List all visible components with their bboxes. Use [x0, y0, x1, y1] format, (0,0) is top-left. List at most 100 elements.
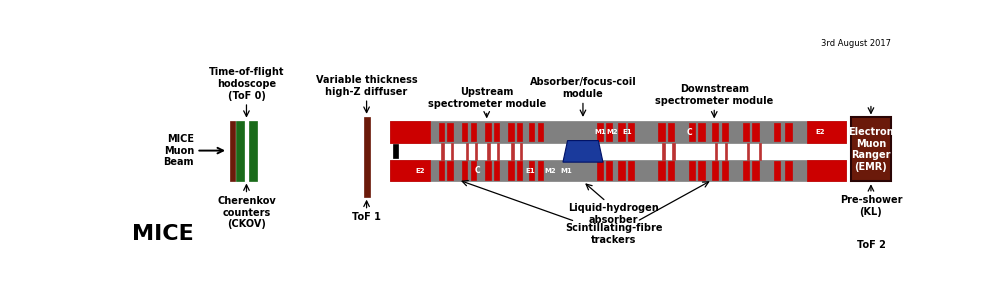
Text: M2: M2 — [606, 129, 618, 135]
Bar — [529, 161, 534, 180]
Bar — [476, 143, 478, 160]
Bar — [662, 143, 665, 160]
Bar — [442, 143, 444, 160]
Bar — [850, 118, 891, 181]
Text: C: C — [686, 128, 692, 137]
Bar — [537, 161, 543, 180]
Bar — [722, 123, 728, 141]
Bar — [699, 123, 705, 141]
Bar — [597, 161, 603, 180]
Text: Absorber/focus-coil
module: Absorber/focus-coil module — [529, 78, 636, 99]
Bar — [462, 123, 468, 141]
Text: ToF 2: ToF 2 — [856, 240, 885, 250]
Text: M1: M1 — [560, 168, 572, 174]
Bar — [628, 123, 634, 141]
Text: E1: E1 — [525, 168, 534, 174]
Bar — [722, 161, 728, 180]
Text: Scintillating-fibre
trackers: Scintillating-fibre trackers — [565, 223, 663, 245]
Text: Cherenkov
counters
(CKOV): Cherenkov counters (CKOV) — [217, 196, 276, 229]
Bar — [786, 161, 792, 180]
Text: Time-of-flight
hodoscope
(ToF 0): Time-of-flight hodoscope (ToF 0) — [208, 67, 284, 101]
Bar — [628, 161, 634, 180]
Bar — [448, 161, 453, 180]
Bar — [725, 143, 727, 160]
Bar — [364, 117, 370, 197]
Bar — [668, 161, 674, 180]
Bar — [229, 121, 235, 181]
Bar — [537, 123, 543, 141]
Bar — [618, 123, 624, 141]
Bar — [743, 161, 750, 180]
Bar — [497, 143, 499, 160]
Bar — [753, 123, 759, 141]
Text: Downstream
spectrometer module: Downstream spectrometer module — [655, 84, 774, 106]
Text: MICE
Muon
Beam: MICE Muon Beam — [164, 134, 194, 167]
Bar — [658, 123, 665, 141]
Bar — [516, 123, 522, 141]
Bar — [715, 143, 717, 160]
Bar — [712, 123, 719, 141]
Bar — [597, 123, 603, 141]
Text: E2: E2 — [816, 129, 825, 135]
Bar — [391, 121, 431, 143]
Text: M2: M2 — [544, 168, 555, 174]
Bar — [712, 161, 719, 180]
Text: E1: E1 — [623, 129, 632, 135]
Bar — [774, 161, 780, 180]
Bar — [391, 160, 431, 181]
Bar — [448, 123, 453, 141]
Bar — [689, 161, 695, 180]
Text: Liquid-hydrogen
absorber: Liquid-hydrogen absorber — [568, 203, 659, 225]
Bar — [488, 143, 490, 160]
Bar — [807, 160, 845, 181]
Bar — [807, 121, 845, 143]
Bar — [486, 123, 491, 141]
Bar — [235, 121, 244, 181]
Bar — [471, 161, 476, 180]
Bar — [753, 161, 759, 180]
Bar — [689, 123, 695, 141]
Bar — [511, 143, 513, 160]
Bar — [391, 160, 845, 181]
Bar — [516, 161, 522, 180]
Bar — [672, 143, 675, 160]
Bar — [249, 121, 257, 181]
Text: Variable thickness
high-Z diffuser: Variable thickness high-Z diffuser — [316, 75, 418, 97]
Text: ToF 1: ToF 1 — [352, 212, 381, 222]
Bar — [606, 161, 612, 180]
Text: E2: E2 — [415, 168, 425, 174]
Bar — [393, 144, 398, 158]
Bar — [391, 121, 845, 143]
Text: M1: M1 — [594, 129, 606, 135]
Text: 3rd August 2017: 3rd August 2017 — [821, 39, 891, 48]
Bar — [471, 123, 476, 141]
Bar — [699, 161, 705, 180]
Polygon shape — [563, 141, 603, 162]
Bar — [439, 161, 445, 180]
Bar — [774, 123, 780, 141]
Bar — [618, 161, 624, 180]
Bar — [494, 161, 499, 180]
Bar — [658, 161, 665, 180]
Bar — [747, 143, 750, 160]
Bar — [486, 161, 491, 180]
Bar — [508, 161, 513, 180]
Bar — [508, 123, 513, 141]
Text: MICE: MICE — [132, 224, 193, 244]
Bar — [466, 143, 469, 160]
Text: Upstream
spectrometer module: Upstream spectrometer module — [428, 88, 545, 109]
Bar — [786, 123, 792, 141]
Bar — [529, 123, 534, 141]
Bar — [462, 161, 468, 180]
Text: C: C — [475, 166, 481, 175]
Bar — [606, 123, 612, 141]
Bar — [743, 123, 750, 141]
Bar — [494, 123, 499, 141]
Bar — [439, 123, 445, 141]
Text: Electron
Muon
Ranger
(EMR): Electron Muon Ranger (EMR) — [848, 127, 893, 172]
Bar — [519, 143, 522, 160]
Bar — [451, 143, 453, 160]
Text: Pre-shower
(KL): Pre-shower (KL) — [839, 195, 902, 217]
Bar — [668, 123, 674, 141]
Bar — [759, 143, 761, 160]
